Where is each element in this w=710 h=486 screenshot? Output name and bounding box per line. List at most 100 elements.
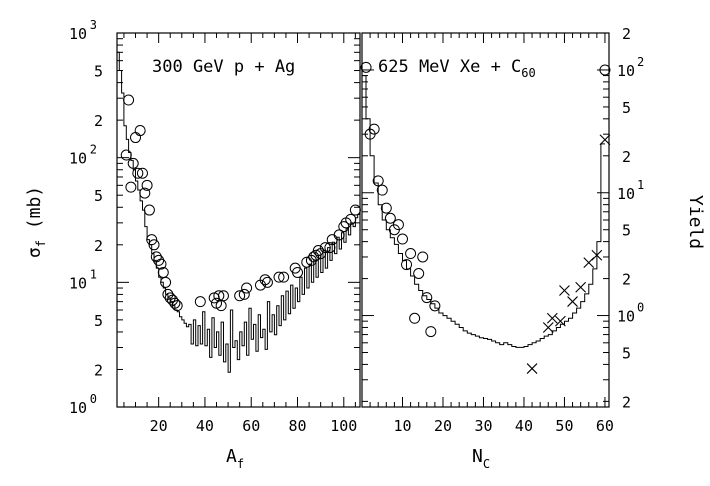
data-point-circle: [413, 268, 425, 280]
y-minor-label: 2: [622, 148, 631, 166]
x-tick-label: 20: [434, 417, 452, 435]
x-tick-label: 30: [474, 417, 492, 435]
data-point-circle: [312, 245, 324, 257]
y-minor-label: 2: [622, 393, 631, 411]
data-point-circle: [169, 297, 181, 309]
x-tick-label: 40: [515, 417, 533, 435]
x-tick-label: 20: [150, 417, 168, 435]
data-point-circle: [349, 204, 361, 216]
data-point-circle: [125, 181, 137, 193]
data-point-circle: [292, 266, 304, 278]
y-decade-label: 10: [69, 399, 87, 417]
y-minor-label: 2: [94, 237, 103, 255]
x-tick-label: 10: [393, 417, 411, 435]
data-point-circle: [380, 202, 392, 214]
data-point-circle: [134, 125, 146, 137]
data-point-circle: [392, 219, 404, 231]
data-point-cross: [526, 363, 538, 374]
y-decade-label: 10: [69, 25, 87, 43]
data-point-circle: [171, 300, 183, 312]
y-minor-label: 5: [622, 99, 631, 117]
data-point-circle: [425, 326, 437, 338]
data-point-circle: [143, 204, 155, 216]
data-point-circle: [217, 290, 229, 302]
y-minor-label: 5: [94, 187, 103, 205]
y-decade-exponent: 0: [90, 392, 97, 406]
data-point-circle: [319, 242, 331, 254]
data-point-circle: [259, 274, 271, 286]
data-point-circle: [396, 233, 408, 245]
data-point-circle: [120, 149, 132, 161]
data-point-cross: [591, 249, 603, 261]
y-minor-label: 5: [622, 345, 631, 363]
y-minor-label: 2: [94, 112, 103, 130]
y-decade-label: 10: [617, 185, 635, 203]
data-point-circle: [417, 251, 429, 263]
data-point-cross: [575, 281, 587, 293]
data-point-circle: [599, 64, 611, 76]
data-point-cross: [555, 315, 566, 327]
data-point-circle: [273, 271, 285, 283]
data-point-circle: [421, 292, 433, 304]
svg-text:σf (mb): σf (mb): [24, 186, 48, 258]
data-point-circle: [401, 259, 413, 271]
y-decade-label: 10: [69, 150, 87, 168]
y-decade-label: 10: [69, 274, 87, 292]
data-point-circle: [241, 282, 253, 294]
data-point-circle: [345, 213, 357, 225]
data-point-circle: [324, 242, 336, 254]
data-point-circle: [261, 276, 273, 288]
y-minor-label: 5: [94, 63, 103, 81]
left-x-axis-label: Af: [226, 446, 244, 471]
right-marks: [360, 33, 611, 374]
data-point-circle: [146, 234, 158, 246]
right-x-axis-label: NC: [472, 446, 490, 471]
histogram-line: [361, 33, 605, 348]
right-panel-title: 625 MeV Xe + C60: [378, 57, 536, 80]
data-point-circle: [141, 179, 153, 191]
y-minor-label: 5: [94, 312, 103, 330]
y-decade-exponent: 2: [90, 143, 97, 157]
data-point-circle: [127, 157, 139, 169]
left-marks: [117, 51, 361, 373]
data-point-circle: [194, 296, 206, 308]
left-panel-title: 300 GeV p + Ag: [152, 57, 295, 77]
svg-text:Yield: Yield: [685, 195, 706, 249]
data-point-circle: [234, 290, 246, 302]
data-point-circle: [155, 258, 167, 270]
data-point-circle: [238, 288, 250, 300]
data-point-circle: [136, 167, 148, 179]
data-point-cross: [559, 285, 570, 296]
data-point-circle: [360, 61, 372, 73]
y-minor-label: 2: [94, 361, 103, 379]
right-y-axis-label: Yield: [685, 195, 706, 249]
y-decade-exponent: 2: [637, 55, 644, 69]
left-y-axis-label: σf (mb): [24, 186, 48, 258]
data-point-circle: [130, 132, 142, 144]
y-decade-exponent: 0: [637, 301, 644, 315]
data-point-cross: [567, 296, 578, 307]
y-decade-exponent: 1: [90, 267, 97, 281]
data-point-cross: [599, 134, 611, 146]
y-decade-label: 10: [617, 62, 635, 80]
data-point-circle: [405, 248, 417, 260]
data-point-circle: [148, 239, 160, 251]
data-point-cross: [546, 312, 558, 324]
data-point-circle: [368, 123, 380, 135]
x-tick-label: 50: [555, 417, 573, 435]
data-point-circle: [429, 300, 441, 312]
y-decade-exponent: 1: [637, 178, 644, 192]
x-tick-label: 40: [196, 417, 214, 435]
right-plot-frame: [361, 32, 610, 408]
x-tick-label: 60: [596, 417, 614, 435]
y-decade-label: 10: [617, 308, 635, 326]
data-point-circle: [301, 256, 313, 268]
data-point-circle: [139, 187, 151, 199]
y-minor-label: 2: [622, 25, 631, 43]
data-point-circle: [333, 229, 345, 241]
